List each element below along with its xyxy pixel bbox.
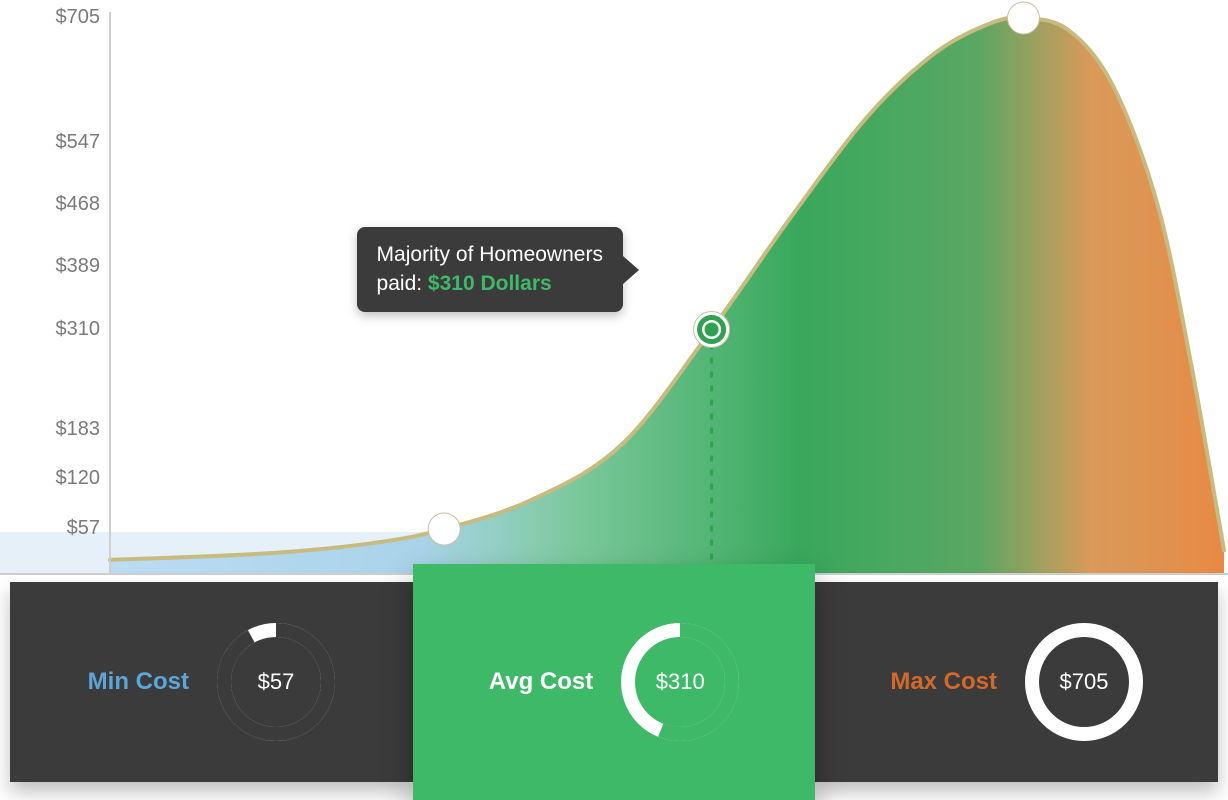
- donut-icon: $310: [621, 623, 739, 741]
- max-cost-card: Max Cost $705: [815, 582, 1218, 782]
- tooltip-line2: paid: $310 Dollars: [377, 270, 603, 298]
- donut-icon: $57: [217, 623, 335, 741]
- tooltip-prefix: paid:: [377, 272, 428, 295]
- max-cost-title: Max Cost: [890, 668, 997, 696]
- min-cost-card: Min Cost $57: [10, 582, 413, 782]
- min-cost-title: Min Cost: [88, 668, 189, 696]
- caret-right-icon: [623, 256, 639, 284]
- y-tick-label: $120: [0, 467, 100, 490]
- y-tick-label: $57: [0, 517, 100, 540]
- avg-cost-card: Avg Cost $310: [413, 564, 816, 800]
- y-tick-label: $310: [0, 318, 100, 341]
- donut-icon: $705: [1025, 623, 1143, 741]
- avg-cost-tooltip: Majority of Homeowners paid: $310 Dollar…: [357, 227, 623, 312]
- y-tick-label: $705: [0, 6, 100, 29]
- distribution-chart: $705 $547 $468 $389 $310 $183 $120 $57 Majority…: [0, 0, 1228, 590]
- avg-cost-title: Avg Cost: [489, 668, 593, 696]
- y-tick-label: $468: [0, 193, 100, 216]
- summary-cards: Min Cost $57 Avg Cost $310 Max Cost $705: [10, 582, 1218, 782]
- avg-cost-value: $310: [621, 623, 739, 741]
- y-tick-label: $389: [0, 255, 100, 278]
- tooltip-highlight: $310 Dollars: [428, 272, 552, 295]
- cost-infographic: $705 $547 $468 $389 $310 $183 $120 $57 Majority…: [0, 0, 1228, 800]
- min-cost-value: $57: [217, 623, 335, 741]
- y-tick-label: $547: [0, 131, 100, 154]
- tooltip-line1: Majority of Homeowners: [377, 241, 603, 269]
- max-cost-value: $705: [1025, 623, 1143, 741]
- y-tick-label: $183: [0, 418, 100, 441]
